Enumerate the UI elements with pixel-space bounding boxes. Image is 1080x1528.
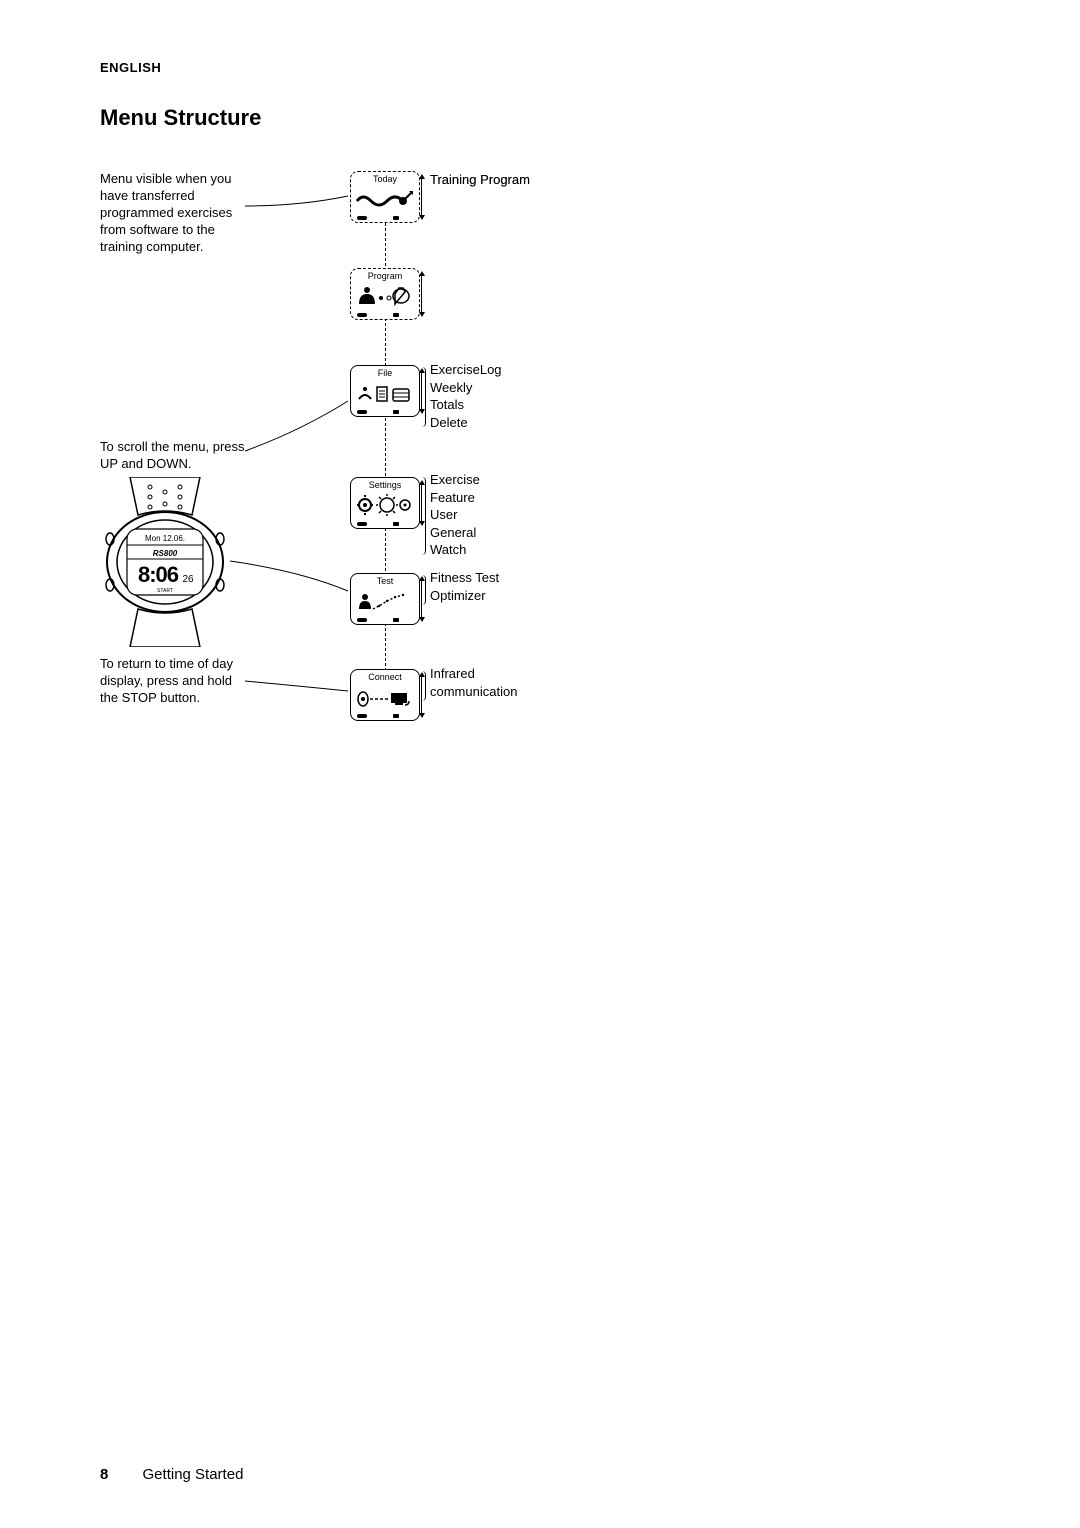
label-item: Delete	[430, 414, 502, 432]
box-title-connect: Connect	[351, 672, 419, 682]
box-btn	[393, 410, 399, 414]
box-btn	[393, 216, 399, 220]
page-footer: 8 Getting Started	[100, 1466, 243, 1483]
label-item: Exercise	[430, 471, 480, 489]
menu-box-settings: Settings	[350, 477, 420, 529]
bracket-file	[422, 367, 426, 427]
box-btn	[393, 714, 399, 718]
box-btn	[357, 714, 367, 718]
language-label: ENGLISH	[100, 60, 980, 75]
bracket-settings	[422, 477, 426, 555]
page-number: 8	[100, 1466, 108, 1483]
watch-start: START	[157, 588, 173, 594]
updown-icon	[419, 174, 425, 220]
label-item: Training Program	[430, 171, 530, 189]
label-item: General	[430, 524, 480, 542]
watch-date: Mon 12.06.	[145, 534, 185, 543]
watch-sec: 26	[182, 574, 194, 585]
updown-icon	[419, 271, 425, 317]
box-btn	[357, 313, 367, 317]
box-btn	[357, 618, 367, 622]
test-icon	[355, 588, 415, 614]
labels-program: Training Program	[430, 171, 530, 189]
box-title-today: Today	[351, 174, 419, 184]
note-return: To return to time of day display, press …	[100, 656, 245, 707]
label-item: Watch	[430, 541, 480, 559]
label-item: Totals	[430, 396, 502, 414]
menu-box-program: Program	[350, 268, 420, 320]
menu-box-test: Test	[350, 573, 420, 625]
box-btn	[357, 410, 367, 414]
section-name: Getting Started	[143, 1466, 244, 1483]
watch-model: RS800	[153, 549, 178, 558]
box-btn	[393, 522, 399, 526]
menu-box-today: Today	[350, 171, 420, 223]
menu-box-file: File	[350, 365, 420, 417]
menu-box-connect: Connect	[350, 669, 420, 721]
file-icon	[355, 380, 415, 406]
box-title-test: Test	[351, 576, 419, 586]
box-btn	[357, 216, 367, 220]
today-icon	[355, 186, 415, 212]
page: ENGLISH Menu Structure Menu visible when…	[0, 0, 1080, 1528]
box-title-settings: Settings	[351, 480, 419, 490]
labels-connect: Infrared communication	[430, 665, 517, 700]
note-transfer: Menu visible when you have transferred p…	[100, 171, 245, 255]
labels-settings: Exercise Feature User General Watch	[430, 471, 480, 559]
page-title: Menu Structure	[100, 105, 980, 131]
label-item: ExerciseLog	[430, 361, 502, 379]
label-item: communication	[430, 683, 517, 701]
connect-icon	[355, 684, 415, 710]
box-btn	[357, 522, 367, 526]
label-item: Fitness Test	[430, 569, 499, 587]
label-item: Feature	[430, 489, 480, 507]
note-scroll: To scroll the menu, press UP and DOWN.	[100, 439, 245, 473]
box-btn	[393, 313, 399, 317]
watch-time: 8:06	[138, 562, 179, 587]
bracket-connect	[422, 671, 426, 701]
labels-test: Fitness Test Optimizer	[430, 569, 499, 604]
bracket-test	[422, 575, 426, 605]
watch-illustration: Mon 12.06. RS800 8:06 26 START	[100, 477, 230, 647]
label-item: Optimizer	[430, 587, 499, 605]
program-icon	[355, 283, 415, 309]
labels-file: ExerciseLog Weekly Totals Delete	[430, 361, 502, 431]
menu-diagram: Menu visible when you have transferred p…	[100, 171, 560, 751]
label-item: User	[430, 506, 480, 524]
box-title-file: File	[351, 368, 419, 378]
label-item: Weekly	[430, 379, 502, 397]
label-item: Infrared	[430, 665, 517, 683]
settings-icon	[355, 492, 415, 518]
box-title-program: Program	[351, 271, 419, 281]
box-btn	[393, 618, 399, 622]
